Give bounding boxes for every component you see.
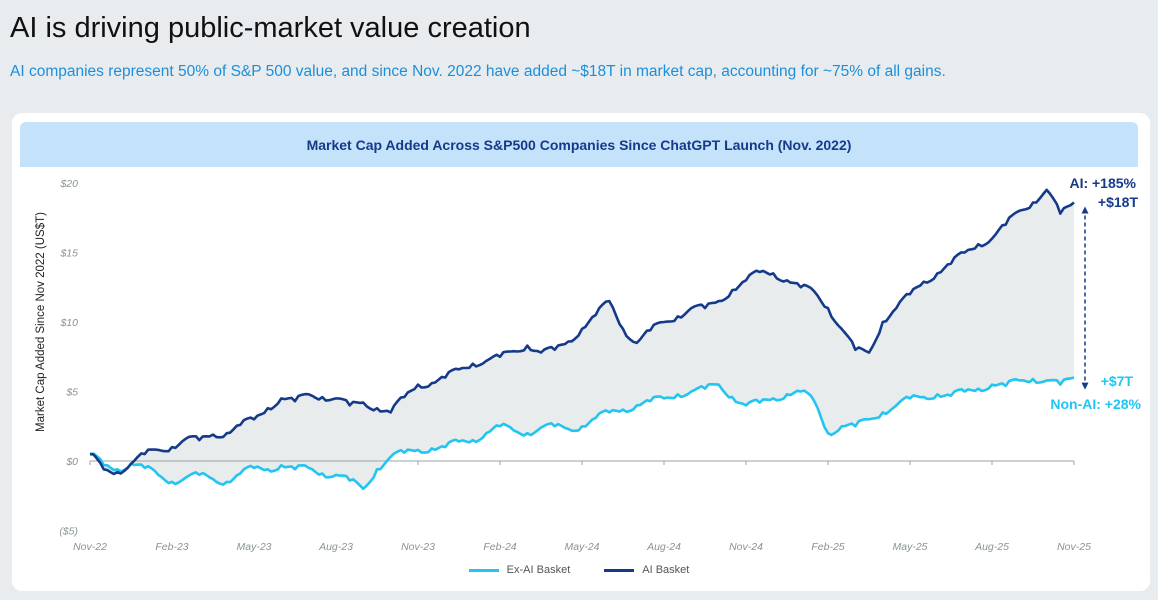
chart-title: Market Cap Added Across S&P500 Companies… — [306, 136, 852, 153]
chart-title-band: Market Cap Added Across S&P500 Companies… — [20, 122, 1138, 167]
x-tick-label: May-25 — [892, 541, 927, 553]
legend-item-ex-ai: Ex-AI Basket — [468, 564, 571, 576]
legend-label: AI Basket — [642, 564, 690, 576]
legend-label: Ex-AI Basket — [506, 564, 571, 576]
arrow-head-down-icon — [1081, 382, 1089, 390]
x-tick-label: Nov-22 — [73, 541, 107, 553]
annotation-ai-pct: AI: +185% — [1069, 175, 1136, 191]
x-tick-label: Nov-23 — [401, 541, 435, 553]
x-tick-label: Nov-24 — [729, 541, 763, 553]
annotation-ai-value: +$18T — [1098, 194, 1139, 210]
x-tick-label: Feb-24 — [483, 541, 516, 553]
x-tick-label: Feb-23 — [155, 541, 188, 553]
chart-legend: Ex-AI Basket AI Basket — [0, 564, 1158, 576]
y-tick-label: $20 — [59, 178, 78, 190]
x-tick-label: May-24 — [564, 541, 599, 553]
y-tick-label: $10 — [59, 317, 78, 329]
y-tick-label: $0 — [65, 456, 78, 468]
x-tick-label: Aug-23 — [318, 541, 353, 553]
y-tick-label: $5 — [65, 387, 78, 399]
page-subtitle: AI companies represent 50% of S&P 500 va… — [10, 63, 946, 80]
legend-swatch-ai — [604, 568, 635, 572]
page-title: AI is driving public-market value creati… — [10, 12, 531, 44]
annotation-non-ai-pct: Non-AI: +28% — [1050, 396, 1141, 412]
series-line-ai-basket — [89, 188, 1075, 476]
gap-fill-area — [90, 189, 1074, 489]
legend-swatch-ex-ai — [468, 568, 499, 572]
annotation-non-ai-value: +$7T — [1101, 373, 1134, 389]
y-axis-label: Market Cap Added Since Nov 2022 (US$T) — [35, 212, 47, 432]
arrow-head-up-icon — [1081, 206, 1089, 214]
series-line-ex-ai-basket — [89, 376, 1075, 491]
legend-item-ai: AI Basket — [604, 564, 689, 576]
x-tick-label: Feb-25 — [811, 541, 844, 553]
x-tick-label: May-23 — [236, 541, 271, 553]
x-tick-label: Aug-24 — [646, 541, 681, 553]
y-tick-label: $15 — [59, 248, 78, 260]
x-tick-label: Nov-25 — [1057, 541, 1091, 553]
x-tick-label: Aug-25 — [974, 541, 1009, 553]
y-tick-label: ($5) — [59, 526, 78, 538]
